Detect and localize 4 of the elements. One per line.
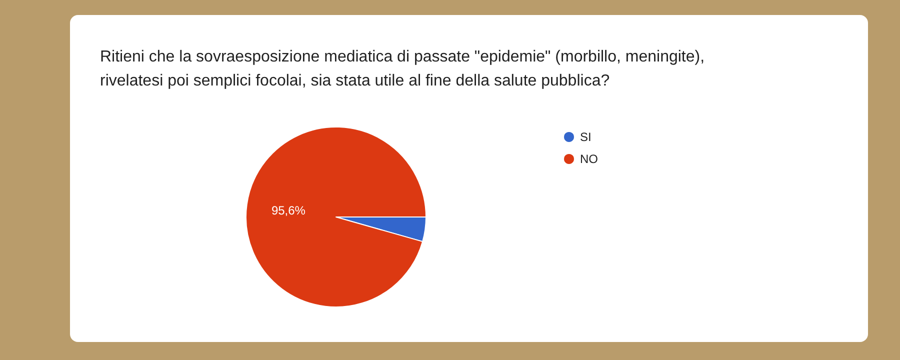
legend-label: NO (580, 152, 598, 166)
legend-label: SI (580, 130, 592, 144)
chart-title: Ritieni che la sovraesposizione mediatica di passate "epidemie" (morbillo, meningite), rivelatesi poi semplici focolai, sia stata utile al fine della salute pubblica? (100, 48, 709, 90)
data-label: 95,6% (271, 203, 306, 218)
